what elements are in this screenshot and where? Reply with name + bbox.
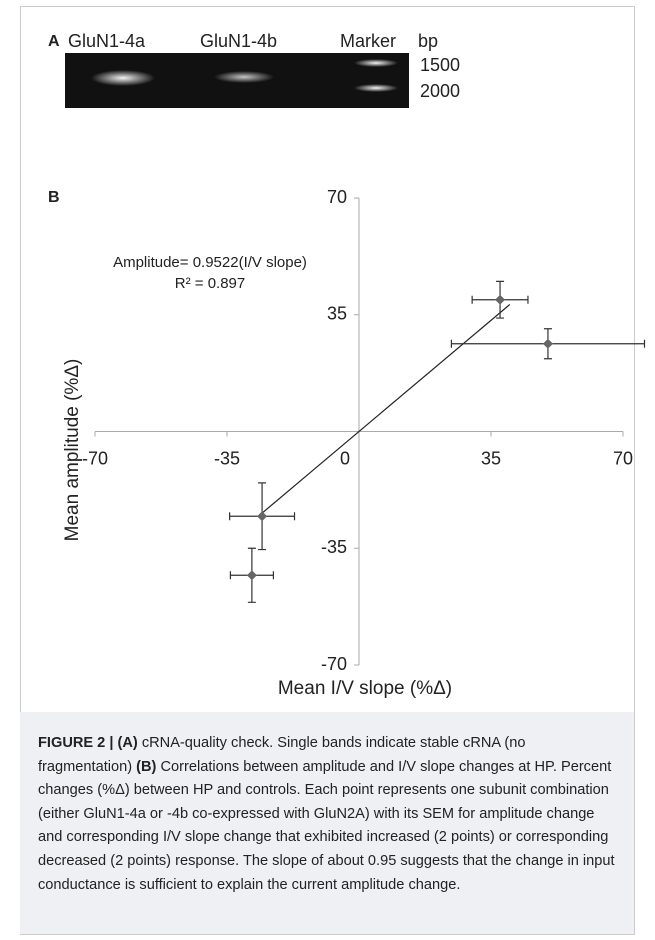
panel-letter: B [48,189,60,206]
x-axis-label: Mean I/V slope (%Δ) [278,678,452,699]
equation: Amplitude= 0.9522(I/V slope) [113,254,307,271]
page: A GluN1-4a GluN1-4b Marker bp 1500 2000 … [0,0,655,940]
size-label: 2000 [420,81,460,101]
band [214,71,274,83]
x-tick-label: 0 [340,448,350,468]
panel-letter: A [48,33,60,50]
x-tick-label: 35 [481,448,501,468]
y-tick-label: -35 [321,537,347,557]
plot: B -70 -35 0 35 70 -70 -35 35 70 Mean I/V slope (%Δ… [48,187,644,699]
caption-text: (A) [118,735,138,751]
r-squared: R² = 0.897 [175,275,245,292]
lane-label: Marker [340,31,396,51]
caption-text: Correlations between amplitude and I/V s… [38,759,615,893]
size-label: 1500 [420,55,460,75]
x-tick-label: 70 [613,448,633,468]
x-tick-label: -35 [214,448,240,468]
band [354,84,398,92]
y-axis-label: Mean amplitude (%Δ) [62,359,83,542]
point [257,511,267,521]
y-tick-label: 35 [327,304,347,324]
trendline [262,304,510,513]
lane-label: GluN1-4b [200,31,277,51]
y-tick-label: -70 [321,654,347,674]
caption-text: (B) [136,759,156,775]
y-tick-label: 70 [327,187,347,207]
point [543,339,553,349]
x-tick-label: -70 [82,448,108,468]
point [495,295,505,305]
band [354,59,398,67]
lane-label: GluN1-4a [68,31,146,51]
caption-text: FIGURE 2 | [38,735,118,751]
unit-label: bp [418,31,438,51]
band [91,70,155,86]
caption: FIGURE 2 | (A) cRNA-quality check. Singl… [20,712,634,934]
point [247,570,257,580]
